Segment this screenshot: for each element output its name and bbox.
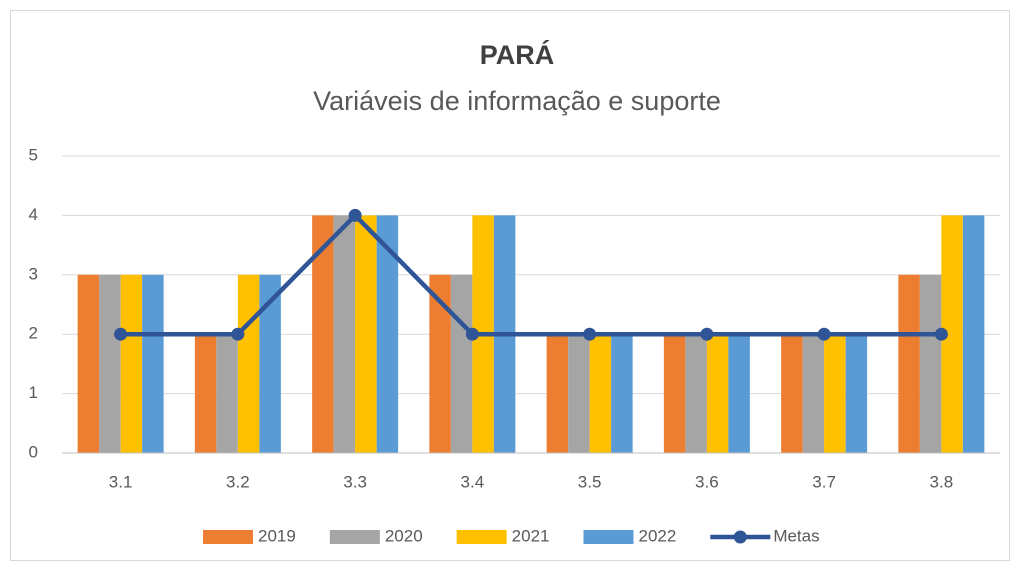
line-marker xyxy=(465,327,479,341)
y-tick-label: 4 xyxy=(29,205,38,224)
bar xyxy=(312,215,334,453)
bar xyxy=(824,334,846,453)
bar xyxy=(685,334,707,453)
bar xyxy=(376,215,399,453)
bar xyxy=(663,334,686,453)
legend-label: 2019 xyxy=(258,526,296,545)
bar xyxy=(589,334,612,453)
y-tick-label: 0 xyxy=(29,442,38,461)
bar xyxy=(237,274,260,453)
x-tick-label: 3.4 xyxy=(461,472,485,491)
y-tick-label: 5 xyxy=(29,145,38,164)
x-tick-label: 3.1 xyxy=(109,472,133,491)
legend-label: 2021 xyxy=(512,526,550,545)
x-tick-label: 3.2 xyxy=(226,472,250,491)
line-marker xyxy=(817,327,831,341)
bar xyxy=(355,215,377,453)
bar xyxy=(546,334,569,453)
line-marker xyxy=(583,327,597,341)
bar xyxy=(120,274,143,453)
y-tick-label: 1 xyxy=(29,383,38,402)
bar xyxy=(706,334,729,453)
legend-marker xyxy=(733,530,747,544)
bar xyxy=(216,334,238,453)
x-tick-label: 3.8 xyxy=(930,472,954,491)
chart-subtitle: Variáveis de informação e suporte xyxy=(313,86,721,116)
legend-label: 2022 xyxy=(638,526,676,545)
bar xyxy=(728,334,750,453)
bar xyxy=(919,274,942,453)
bar xyxy=(568,334,590,453)
legend-swatch xyxy=(203,530,253,544)
line-marker xyxy=(114,327,128,341)
legend-swatch xyxy=(456,530,507,544)
x-tick-label: 3.6 xyxy=(695,472,719,491)
chart-title: PARÁ xyxy=(480,39,555,70)
y-tick-label: 2 xyxy=(29,324,38,343)
bar xyxy=(962,215,985,453)
legend-swatch xyxy=(583,530,634,544)
bar xyxy=(845,334,868,453)
bar xyxy=(77,274,100,453)
bar xyxy=(450,274,473,453)
legend-swatch xyxy=(329,530,380,544)
x-tick-label: 3.5 xyxy=(578,472,602,491)
x-tick-label: 3.7 xyxy=(812,472,836,491)
bar xyxy=(259,274,281,453)
line-marker xyxy=(700,327,714,341)
bar xyxy=(142,274,164,453)
bar xyxy=(333,215,356,453)
legend-label: 2020 xyxy=(385,526,423,545)
bar xyxy=(611,334,633,453)
line xyxy=(120,213,942,337)
bar xyxy=(898,274,920,453)
bar xyxy=(802,334,825,453)
line-marker xyxy=(231,327,245,341)
y-tick-label: 3 xyxy=(29,264,38,283)
bar xyxy=(194,334,217,453)
line-marker xyxy=(348,208,362,222)
bar xyxy=(781,334,803,453)
bar xyxy=(941,215,963,453)
legend-label: Metas xyxy=(773,526,819,545)
line-marker xyxy=(934,327,948,341)
bar xyxy=(99,274,121,453)
x-tick-label: 3.3 xyxy=(343,472,367,491)
bar xyxy=(429,274,451,453)
